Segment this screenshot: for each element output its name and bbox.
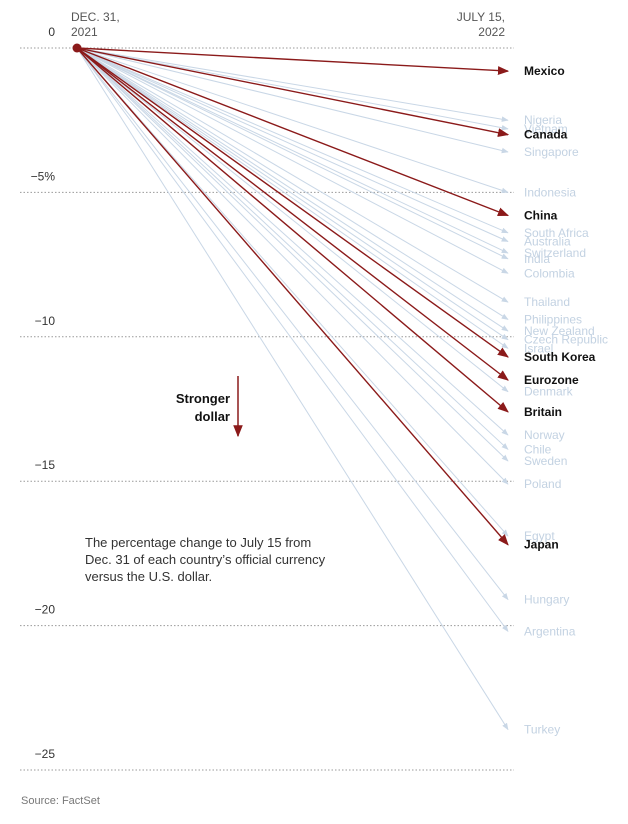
label-mexico: Mexico [524,64,565,78]
arrow-norway [76,47,509,436]
label-south-korea: South Korea [524,350,596,364]
arrow-philippines [76,47,509,320]
label-israel: Israel [524,341,553,355]
label-new-zealand: New Zealand [524,324,595,338]
label-switzerland: Switzerland [524,246,586,260]
label-canada: Canada [524,128,568,142]
arrow-czech-republic [76,47,509,341]
label-poland: Poland [524,477,561,491]
y-tick-label: −5% [31,169,56,183]
arrow-sweden [76,47,509,462]
label-australia: Australia [524,234,571,248]
label-norway: Norway [524,428,565,442]
arrow-nigeria [76,47,509,122]
arrow-singapore [76,47,509,154]
arrow-south-korea [76,47,509,358]
arrow-hungary [76,47,509,601]
chart-note: The percentage change to July 15 from De… [85,535,326,584]
y-tick-label: −10 [35,314,56,328]
y-tick-label: 0 [48,25,55,39]
arrow-south-africa [76,47,509,234]
arrow-thailand [76,47,509,303]
start-date-label: 2021 [71,25,98,39]
label-nigeria: Nigeria [524,113,562,127]
label-japan: Japan [524,538,559,552]
arrow-indonesia [76,47,509,194]
arrow-argentina [76,47,509,632]
y-tick-label: −25 [35,747,56,761]
label-denmark: Denmark [524,385,574,399]
label-britain: Britain [524,405,562,419]
origin-dot [72,43,82,53]
label-singapore: Singapore [524,145,579,159]
arrow-turkey [76,47,509,731]
arrow-japan [76,47,509,546]
arrow-mexico [76,47,510,76]
label-vietnam: Vietnam [524,122,568,136]
stronger-dollar-label: dollar [195,409,230,424]
label-colombia: Colombia [524,266,575,280]
label-thailand: Thailand [524,295,570,309]
label-argentina: Argentina [524,624,576,638]
arrow-denmark [76,47,509,393]
arrow-poland [76,47,509,485]
label-chile: Chile [524,442,552,456]
label-eurozone: Eurozone [524,373,579,387]
label-south-africa: South Africa [524,226,589,240]
y-tick-label: −15 [35,458,56,472]
label-egypt: Egypt [524,529,555,543]
stronger-dollar-label: Stronger [176,391,230,406]
label-turkey: Turkey [524,723,560,737]
label-indonesia: Indonesia [524,185,576,199]
arrow-new-zealand [76,47,509,332]
arrow-israel [76,47,509,349]
y-tick-label: −20 [35,603,56,617]
label-sweden: Sweden [524,454,567,468]
arrow-canada [76,47,510,138]
source-credit: Source: FactSet [21,795,100,807]
end-date-label: JULY 15, [457,10,505,24]
arrow-vietnam [76,47,509,131]
arrow-chile [76,47,509,450]
arrow-india [76,47,509,260]
label-china: China [524,209,558,223]
arrow-switzerland [76,47,509,254]
arrow-britain [76,47,509,413]
end-date-label: 2022 [478,25,505,39]
arrow-australia [76,47,509,242]
label-philippines: Philippines [524,312,582,326]
arrow-colombia [76,47,509,274]
arrow-china [76,47,510,217]
label-india: India [524,252,550,266]
start-date-label: DEC. 31, [71,10,120,24]
label-czech-republic: Czech Republic [524,333,608,347]
arrow-eurozone [76,47,509,381]
arrow-egypt [76,47,509,537]
label-hungary: Hungary [524,593,569,607]
